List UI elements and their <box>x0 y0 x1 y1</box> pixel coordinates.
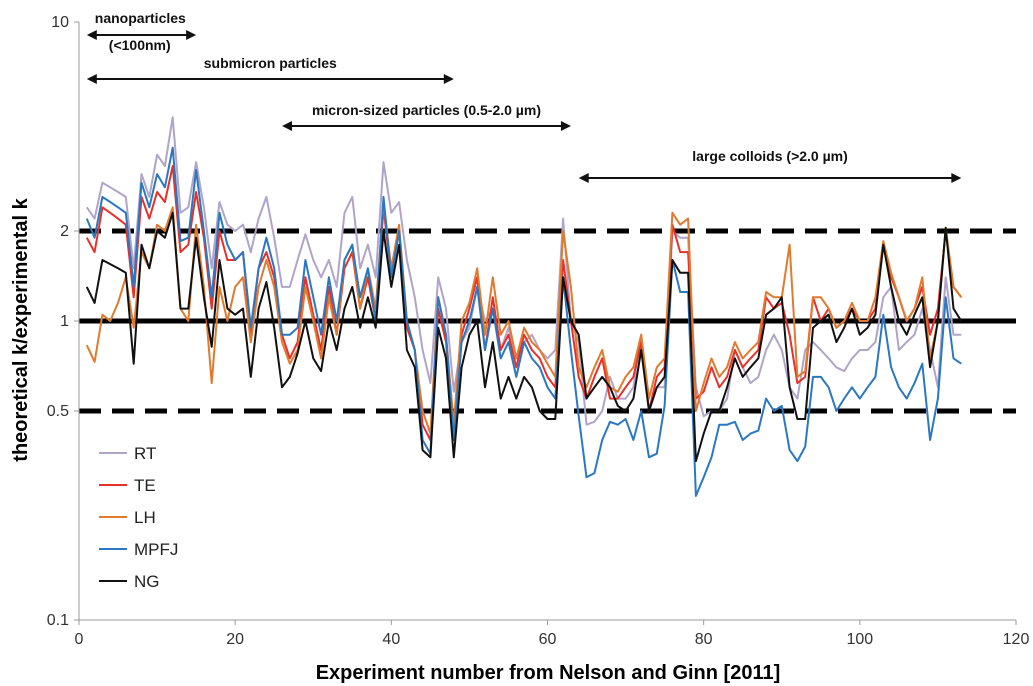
y-axis-title: theoretical k/experimental k <box>10 197 32 461</box>
annotation-arrowhead-left <box>578 173 589 183</box>
annotation-arrowhead-left <box>86 74 97 84</box>
x-ticks: 0 20 40 60 80 100 120 <box>75 620 1030 648</box>
x-tick-label: 120 <box>1003 631 1030 648</box>
annotation-arrowhead-right <box>186 30 197 40</box>
x-tick-label: 60 <box>539 631 557 648</box>
annotation-arrowhead-right <box>443 74 454 84</box>
x-axis-title: Experiment number from Nelson and Ginn [… <box>316 662 781 684</box>
x-tick-label: 20 <box>226 631 244 648</box>
annotation-arrowhead-left <box>86 30 97 40</box>
annotation-label: (<100nm) <box>109 37 171 53</box>
annotation-arrowhead-right <box>951 173 962 183</box>
legend-label-lh: LH <box>134 508 156 527</box>
annotation-label: submicron particles <box>204 55 337 71</box>
y-tick-label: 10 <box>51 14 69 31</box>
x-tick-label: 100 <box>846 631 873 648</box>
annotation-arrowhead-left <box>282 121 293 131</box>
y-tick-label: 1 <box>60 313 69 330</box>
y-tick-label: 2 <box>60 223 69 240</box>
legend-label-te: TE <box>134 476 156 495</box>
annotation-label: nanoparticles <box>95 10 186 26</box>
y-tick-label: 0.1 <box>47 612 69 629</box>
reference-lines <box>79 228 1016 414</box>
axes: 0 20 40 60 80 100 120 0.1 0.5 1 2 10 <box>47 14 1030 648</box>
series-layer <box>85 116 963 497</box>
series-line-ng <box>85 211 963 463</box>
y-tick-label: 0.5 <box>47 403 69 420</box>
legend-label-rt: RT <box>134 444 156 463</box>
legend-label-mpfj: MPFJ <box>134 540 178 559</box>
annotation-arrowhead-right <box>560 121 571 131</box>
series-line-te <box>85 165 963 441</box>
y-ticks: 0.1 0.5 1 2 10 <box>47 14 79 629</box>
x-tick-label: 40 <box>382 631 400 648</box>
series-line-lh <box>85 201 963 435</box>
x-tick-label: 0 <box>75 631 84 648</box>
legend: RT TE LH MPFJ NG <box>99 444 178 591</box>
annotation-label: micron-sized particles (0.5-2.0 µm) <box>312 102 541 118</box>
annotation-label: large colloids (>2.0 µm) <box>692 148 848 164</box>
x-tick-label: 80 <box>695 631 713 648</box>
legend-label-ng: NG <box>134 572 160 591</box>
annotations: nanoparticles (<100nm) submicron particles… <box>86 10 962 183</box>
series-line-mpfj <box>85 146 962 497</box>
